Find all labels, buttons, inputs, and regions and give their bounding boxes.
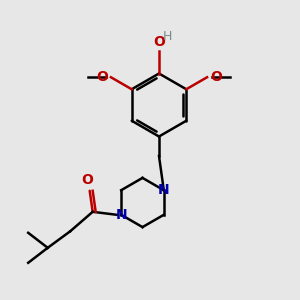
- Text: H: H: [163, 30, 172, 43]
- Text: O: O: [210, 70, 222, 84]
- Text: O: O: [153, 35, 165, 50]
- Text: O: O: [96, 70, 108, 84]
- Text: O: O: [81, 173, 93, 187]
- Text: N: N: [116, 208, 127, 222]
- Text: N: N: [158, 183, 169, 197]
